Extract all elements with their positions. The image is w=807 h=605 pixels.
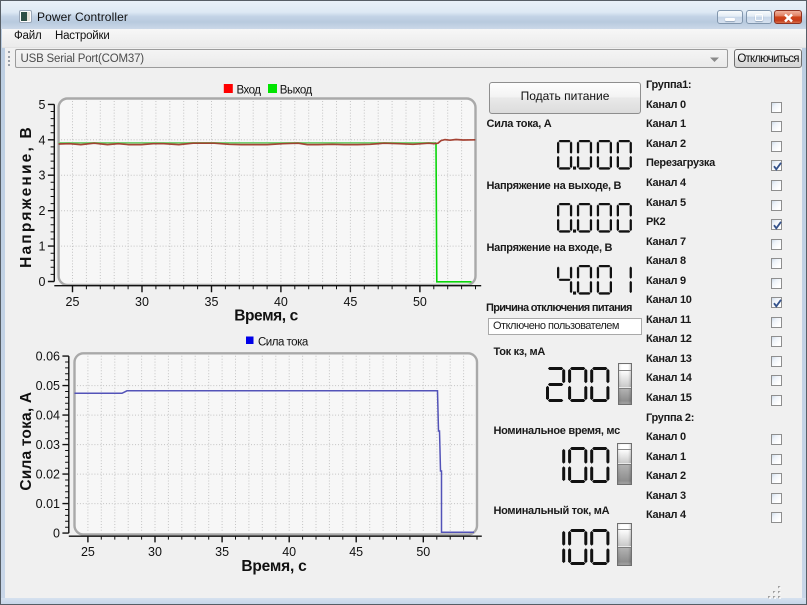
svg-text:0.05: 0.05 xyxy=(36,379,60,393)
svg-text:30: 30 xyxy=(135,295,149,309)
svg-text:Время, с: Время, с xyxy=(234,308,298,325)
svg-text:4: 4 xyxy=(39,133,46,147)
svg-text:40: 40 xyxy=(274,295,288,309)
svg-text:50: 50 xyxy=(416,545,430,559)
svg-text:35: 35 xyxy=(205,295,219,309)
svg-text:0.01: 0.01 xyxy=(36,497,60,511)
svg-text:3: 3 xyxy=(39,169,46,183)
svg-text:25: 25 xyxy=(81,545,95,559)
svg-text:45: 45 xyxy=(349,545,363,559)
svg-text:0.03: 0.03 xyxy=(36,438,60,452)
svg-text:0.04: 0.04 xyxy=(36,409,60,423)
svg-text:45: 45 xyxy=(343,295,357,309)
svg-text:25: 25 xyxy=(66,295,80,309)
svg-text:50: 50 xyxy=(413,295,427,309)
svg-text:35: 35 xyxy=(215,545,229,559)
svg-text:0.06: 0.06 xyxy=(36,350,60,364)
svg-text:0.02: 0.02 xyxy=(36,468,60,482)
svg-text:1: 1 xyxy=(39,240,46,254)
svg-text:Выход: Выход xyxy=(280,84,313,96)
svg-text:Вход: Вход xyxy=(237,84,262,96)
svg-text:40: 40 xyxy=(282,545,296,559)
svg-text:5: 5 xyxy=(39,98,46,112)
svg-text:Сила тока, А: Сила тока, А xyxy=(18,392,35,491)
svg-text:Время, с: Время, с xyxy=(241,558,307,575)
svg-text:30: 30 xyxy=(148,545,162,559)
svg-text:2: 2 xyxy=(39,204,46,218)
svg-text:0: 0 xyxy=(53,527,60,541)
svg-text:Напряжение, В: Напряжение, В xyxy=(18,125,35,268)
svg-text:0: 0 xyxy=(39,275,46,289)
svg-text:Сила тока: Сила тока xyxy=(258,336,309,348)
